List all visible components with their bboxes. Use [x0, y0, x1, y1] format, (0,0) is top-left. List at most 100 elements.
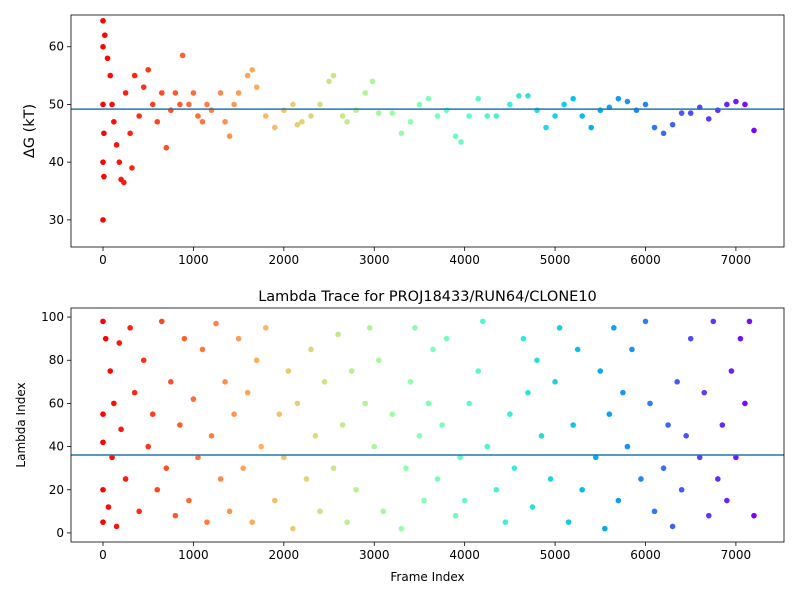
point: [321, 379, 328, 385]
point: [163, 144, 170, 151]
point: [647, 400, 653, 407]
point: [145, 443, 152, 450]
point: [344, 519, 350, 525]
point: [452, 512, 459, 519]
point: [719, 422, 726, 428]
point: [290, 525, 296, 532]
point: [204, 101, 210, 108]
point: [330, 72, 337, 79]
point: [100, 159, 106, 165]
point: [190, 396, 197, 402]
point: [111, 118, 117, 125]
point: [380, 508, 387, 515]
point: [642, 318, 649, 325]
point: [457, 454, 463, 461]
point: [253, 357, 260, 364]
point: [611, 325, 617, 331]
point: [303, 476, 310, 482]
point: [353, 486, 359, 493]
point: [715, 107, 721, 114]
point: [195, 454, 201, 461]
point: [461, 497, 468, 504]
point: [121, 179, 127, 186]
point: [543, 124, 549, 131]
point: [651, 124, 658, 131]
point: [208, 432, 215, 439]
point: [181, 335, 188, 342]
point: [102, 32, 108, 38]
point: [116, 340, 123, 346]
point: [556, 325, 563, 331]
point: [107, 72, 114, 79]
point: [100, 439, 106, 446]
point: [479, 318, 486, 325]
point: [407, 118, 414, 125]
point: [131, 72, 138, 79]
point: [317, 508, 323, 515]
point: [317, 101, 323, 108]
point: [290, 101, 296, 108]
point: [552, 113, 558, 119]
y-axis-label: Lambda Index: [14, 382, 28, 467]
point: [669, 121, 676, 128]
point: [696, 454, 703, 461]
point: [371, 443, 378, 450]
point: [129, 165, 135, 171]
point: [348, 368, 355, 374]
y-tick-label: 50: [49, 97, 64, 111]
point: [100, 519, 106, 525]
x-tick-label: 1000: [178, 548, 209, 562]
point: [579, 486, 585, 493]
y-tick-label: 60: [49, 396, 64, 410]
point: [330, 465, 337, 471]
point: [235, 335, 242, 342]
point: [678, 486, 685, 493]
point: [389, 110, 396, 116]
point: [127, 130, 133, 137]
x-tick-label: 4000: [449, 548, 480, 562]
point: [102, 335, 109, 342]
point: [742, 101, 748, 108]
point: [458, 139, 464, 145]
x-tick-label: 6000: [630, 253, 661, 267]
point: [574, 346, 581, 353]
point: [751, 127, 757, 134]
point: [154, 118, 161, 125]
point: [484, 443, 491, 450]
point: [177, 422, 183, 428]
point: [620, 389, 626, 396]
y-tick-label: 80: [49, 353, 64, 367]
points: [100, 17, 757, 223]
point: [534, 107, 540, 114]
point: [733, 454, 739, 461]
point: [416, 101, 423, 108]
point: [168, 107, 174, 114]
point: [724, 101, 730, 108]
point: [375, 357, 382, 364]
point: [285, 368, 292, 374]
point: [101, 173, 107, 180]
point: [100, 217, 106, 223]
point: [502, 519, 509, 525]
point: [638, 476, 644, 482]
point: [597, 107, 604, 114]
point: [154, 486, 161, 493]
point: [715, 476, 721, 482]
x-tick-label: 2000: [269, 548, 300, 562]
point: [163, 465, 170, 471]
point: [244, 72, 251, 79]
y-tick-label: 30: [49, 213, 64, 227]
point: [105, 504, 112, 510]
point: [217, 476, 224, 482]
point: [122, 476, 129, 482]
points: [100, 318, 757, 532]
point: [552, 379, 558, 385]
point: [629, 346, 635, 353]
point: [597, 368, 604, 374]
point: [705, 116, 712, 122]
point: [281, 107, 287, 114]
point: [100, 17, 106, 24]
point: [746, 318, 753, 325]
x-tick-label: 1000: [178, 253, 209, 267]
point: [271, 497, 278, 504]
